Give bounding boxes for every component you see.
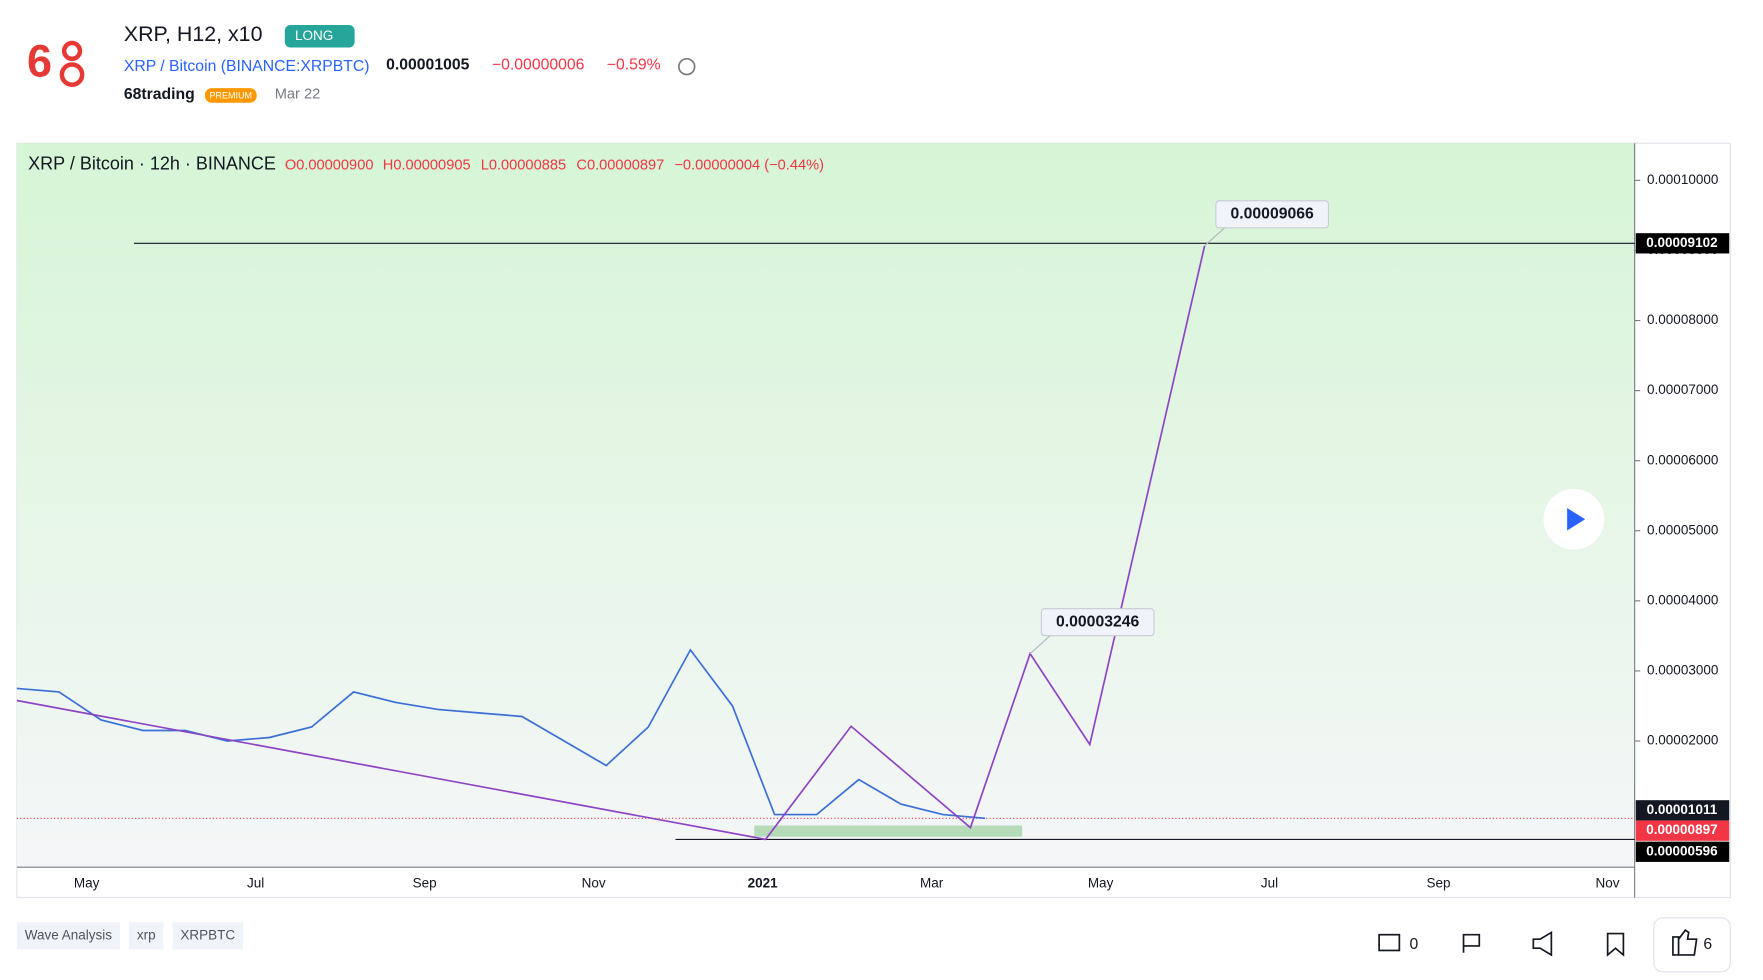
premium-badge: PREMIUM	[210, 90, 253, 100]
publish-date: Mar 22	[275, 87, 321, 103]
bookmark-icon[interactable]	[1606, 932, 1625, 957]
comment-icon[interactable]	[1378, 933, 1401, 952]
ohlc-value: O0.00000900	[285, 158, 374, 174]
price-badge-label: 0.00000897	[1646, 822, 1717, 837]
tag-label: XRPBTC	[180, 927, 235, 942]
last-price: 0.00001005	[386, 57, 469, 74]
x-tick-label: May	[74, 876, 100, 891]
x-tick-label: Nov	[1596, 876, 1620, 891]
premium-badge-bg	[204, 88, 257, 103]
x-tick-label: Nov	[582, 876, 606, 891]
callout-leader	[1029, 633, 1053, 655]
tag[interactable]	[16, 922, 120, 950]
plot-area	[16, 143, 1635, 868]
price-badge-label: 0.00000596	[1646, 843, 1718, 858]
x-tick-label: May	[1088, 876, 1114, 891]
x-tick-label: Sep	[1427, 876, 1451, 891]
idea-title: XRP, H12, x10	[124, 22, 263, 46]
y-tick-label: 0.00005000	[1647, 522, 1718, 537]
ohlc-value: H0.00000905	[383, 158, 471, 174]
x-tick-label: Jul	[1261, 876, 1278, 891]
callout-label: 0.00009066	[1231, 205, 1314, 222]
y-tick-label: 0.00008000	[1647, 312, 1718, 327]
price-badge	[1635, 800, 1730, 821]
logo-ring	[61, 40, 83, 62]
callout-box	[1040, 608, 1155, 637]
x-tick-label: 2021	[748, 876, 779, 891]
play-icon	[1567, 508, 1586, 531]
share-icon[interactable]	[1532, 930, 1553, 957]
price-change-pct: −0.59%	[607, 57, 661, 74]
tag-label: Wave Analysis	[25, 927, 113, 942]
price-change: −0.00000006	[492, 57, 585, 74]
ohlc-value: L0.00000885	[481, 158, 566, 174]
price-badge	[1635, 233, 1730, 254]
tag-label: xrp	[137, 927, 156, 942]
comment-count: 0	[1409, 936, 1418, 953]
price-badge-label: 0.00001011	[1647, 802, 1718, 817]
y-tick-label: 0.00003000	[1647, 662, 1718, 677]
tag[interactable]	[128, 922, 164, 950]
price-badge	[1635, 841, 1730, 862]
x-tick-label: Jul	[247, 876, 264, 891]
y-tick-label: 0.00010000	[1647, 172, 1718, 187]
alert-icon[interactable]	[678, 57, 696, 76]
chart-legend-title: XRP / Bitcoin · 12h · BINANCE	[28, 153, 276, 173]
price-badge-label: 0.00009102	[1646, 235, 1717, 250]
tag[interactable]	[172, 922, 244, 950]
callout-label: 0.00003246	[1056, 613, 1139, 630]
like-icon	[1672, 929, 1698, 956]
action-bar: 0 6	[1378, 917, 1731, 973]
support-zone	[754, 825, 1023, 837]
x-tick-label: Mar	[920, 876, 944, 891]
logo-ring	[59, 62, 85, 87]
y-tick-label: 0.00002000	[1647, 733, 1718, 748]
ohlc-value: C0.00000897	[576, 158, 664, 174]
like-count: 6	[1703, 936, 1712, 953]
long-badge-bg	[284, 25, 355, 48]
y-tick-label: 0.00006000	[1647, 452, 1718, 467]
ohlc-value: −0.00000004 (−0.44%)	[674, 158, 824, 174]
callout-leader	[1204, 225, 1228, 247]
x-tick-label: Sep	[413, 876, 437, 891]
logo[interactable]: 6	[27, 35, 85, 87]
y-tick-label: 0.00007000	[1647, 382, 1718, 397]
long-badge: LONG	[295, 28, 333, 43]
logo-mark: 6	[27, 35, 52, 86]
y-tick-label: 0.00004000	[1647, 592, 1718, 607]
price-badge	[1635, 820, 1730, 841]
author[interactable]: 68trading	[124, 86, 195, 103]
symbol-link[interactable]: XRP / Bitcoin (BINANCE:XRPBTC)	[124, 58, 370, 75]
flag-icon[interactable]	[1462, 933, 1481, 953]
callout-box	[1215, 200, 1330, 229]
projection-line	[16, 245, 1206, 841]
like-button[interactable]	[1653, 917, 1731, 973]
